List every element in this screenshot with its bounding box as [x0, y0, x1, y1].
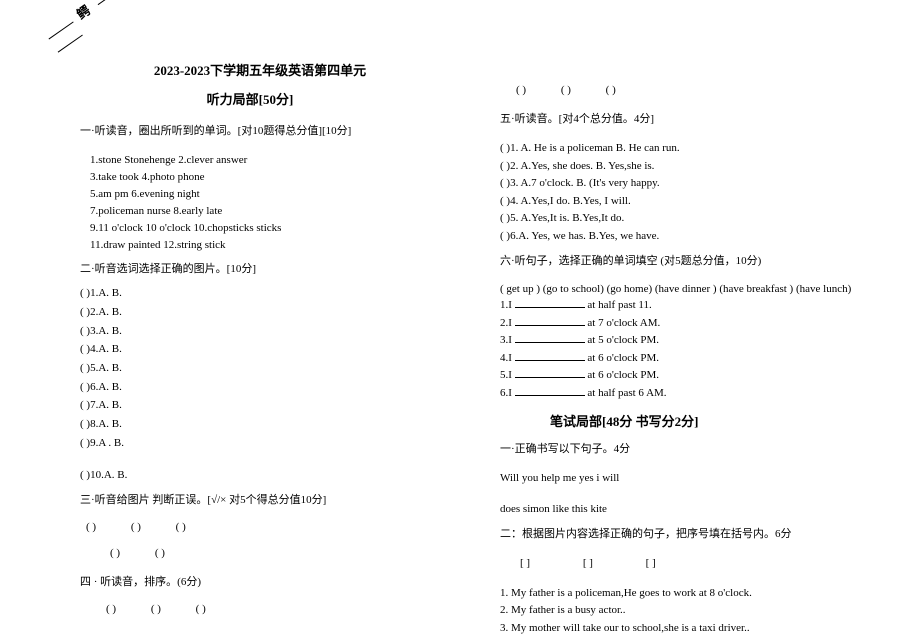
s6-post: at 5 o'clock PM. [585, 334, 659, 346]
s5-row: ( )6.A. Yes, we has. B.Yes, we have. [500, 228, 870, 246]
s1-line: 1.stone Stonehenge 2.clever answer [80, 152, 420, 169]
s2-row: ( )2.A. B. [80, 303, 420, 322]
fill-blank[interactable] [515, 316, 585, 326]
w1-line1: Will you help me yes i will [500, 470, 870, 488]
left-column: 鳄 螈 蜥 2023-2023下学期五年级英语第四单元 听力局部[50分] 一·… [0, 0, 460, 637]
s6-word-bank: ( get up ) (go to school) (go home) (hav… [500, 282, 870, 297]
w2-brackets: [ ] [ ] [ ] [500, 557, 870, 569]
s6-pre: 2.I [500, 317, 515, 329]
s6-row: 4.I at 6 o'clock PM. [500, 350, 870, 368]
section-4-instruction: 四 · 听读音，排序。(6分) [80, 573, 420, 589]
blank-bracket[interactable]: ( ) [151, 603, 161, 615]
s5-row: ( )3. A.7 o'clock. B. (It's very happy. [500, 175, 870, 193]
blank-bracket[interactable]: ( ) [196, 603, 206, 615]
s2-row: ( )6.A. B. [80, 378, 420, 397]
s6-post: at 7 o'clock AM. [585, 317, 661, 329]
fill-blank[interactable] [515, 368, 585, 378]
written-1-instruction: 一·正确书写以下句子。4分 [500, 440, 870, 456]
s4-cont-blanks-row: ( ) ( ) ( ) [500, 84, 870, 96]
s6-row: 2.I at 7 o'clock AM. [500, 315, 870, 333]
section-2-instruction: 二·听音选词选择正确的图片。[10分] [80, 260, 420, 276]
s6-post: at 6 o'clock PM. [585, 369, 659, 381]
s5-row: ( )1. A. He is a policeman B. He can run… [500, 140, 870, 158]
blank-bracket[interactable]: ( ) [131, 521, 141, 533]
section-1-instruction: 一·听读音，圈出所听到的单词。[对10题得总分值][10分] [80, 122, 420, 138]
s6-post: at 6 o'clock PM. [585, 352, 659, 364]
s2-row: ( )4.A. B. [80, 340, 420, 359]
s3-blanks-row-1: ( ) ( ) ( ) [80, 521, 420, 533]
s6-row: 1.I at half past 11. [500, 297, 870, 315]
s2-row: ( )8.A. B. [80, 415, 420, 434]
s6-pre: 6.I [500, 387, 515, 399]
s6-pre: 3.I [500, 334, 515, 346]
exam-page: 鳄 螈 蜥 2023-2023下学期五年级英语第四单元 听力局部[50分] 一·… [0, 0, 920, 637]
s6-row: 3.I at 5 o'clock PM. [500, 332, 870, 350]
fill-blank[interactable] [515, 333, 585, 343]
fill-blank[interactable] [515, 298, 585, 308]
written-section-header: 笔试局部[48分 书写分2分] [500, 411, 870, 430]
section-6-instruction: 六·听句子，选择正确的单词填空 (对5题总分值，10分) [500, 252, 870, 268]
fill-blank[interactable] [515, 351, 585, 361]
w2-row: 1. My father is a policeman,He goes to w… [500, 585, 870, 603]
sq-bracket[interactable]: [ ] [583, 557, 593, 569]
s2-row: ( )10.A. B. [80, 466, 420, 485]
s2-row: ( )7.A. B. [80, 396, 420, 415]
s6-post: at half past 11. [585, 299, 652, 311]
w1-line2: does simon like this kite [500, 501, 870, 519]
right-column: ( ) ( ) ( ) 五·听读音。[对4个总分值。4分] ( )1. A. H… [460, 0, 920, 637]
s3-blanks-row-2: ( ) ( ) [80, 547, 420, 559]
s2-row: ( )9.A . B. [80, 434, 420, 453]
w2-row: 2. My father is a busy actor.. [500, 602, 870, 620]
s1-line: 5.am pm 6.evening night [80, 186, 420, 203]
blank-bracket[interactable]: ( ) [606, 84, 616, 96]
s5-row: ( )2. A.Yes, she does. B. Yes,she is. [500, 158, 870, 176]
s6-post: at half past 6 AM. [585, 387, 667, 399]
s6-row: 6.I at half past 6 AM. [500, 385, 870, 403]
blank-bracket[interactable]: ( ) [176, 521, 186, 533]
s2-row: ( )5.A. B. [80, 359, 420, 378]
s1-line: 9.11 o'clock 10 o'clock 10.chopsticks st… [80, 220, 420, 237]
s5-row: ( )5. A.Yes,It is. B.Yes,It do. [500, 210, 870, 228]
blank-bracket[interactable]: ( ) [155, 547, 165, 559]
sq-bracket[interactable]: [ ] [520, 557, 530, 569]
s1-line: 11.draw painted 12.string stick [80, 237, 420, 254]
s2-row: ( )3.A. B. [80, 322, 420, 341]
s6-pre: 5.I [500, 369, 515, 381]
s6-pre: 1.I [500, 299, 515, 311]
listening-section-header: 听力局部[50分] [80, 89, 420, 108]
w2-row: 3. My mother will take our to school,she… [500, 620, 870, 637]
blank-bracket[interactable]: ( ) [516, 84, 526, 96]
s2-row: ( )1.A. B. [80, 284, 420, 303]
section-3-instruction: 三·听音给图片 判断正误。[√/× 对5个得总分值10分] [80, 491, 420, 507]
blank-bracket[interactable]: ( ) [106, 603, 116, 615]
binding-edge: 鳄 螈 蜥 [40, 0, 224, 59]
page-title: 2023-2023下学期五年级英语第四单元 [80, 60, 420, 79]
s6-pre: 4.I [500, 352, 515, 364]
s6-row: 5.I at 6 o'clock PM. [500, 367, 870, 385]
s5-row: ( )4. A.Yes,I do. B.Yes, I will. [500, 193, 870, 211]
s4-blanks-row: ( ) ( ) ( ) [80, 603, 420, 615]
binding-char-1: 鳄 [74, 1, 95, 22]
fill-blank[interactable] [515, 386, 585, 396]
sq-bracket[interactable]: [ ] [646, 557, 656, 569]
written-2-instruction: 二：根据图片内容选择正确的句子，把序号填在括号内。6分 [500, 525, 870, 541]
blank-bracket[interactable]: ( ) [86, 521, 96, 533]
blank-bracket[interactable]: ( ) [561, 84, 571, 96]
s1-line: 3.take took 4.photo phone [80, 169, 420, 186]
blank-bracket[interactable]: ( ) [110, 547, 120, 559]
s1-line: 7.policeman nurse 8.early late [80, 203, 420, 220]
section-5-instruction: 五·听读音。[对4个总分值。4分] [500, 110, 870, 126]
